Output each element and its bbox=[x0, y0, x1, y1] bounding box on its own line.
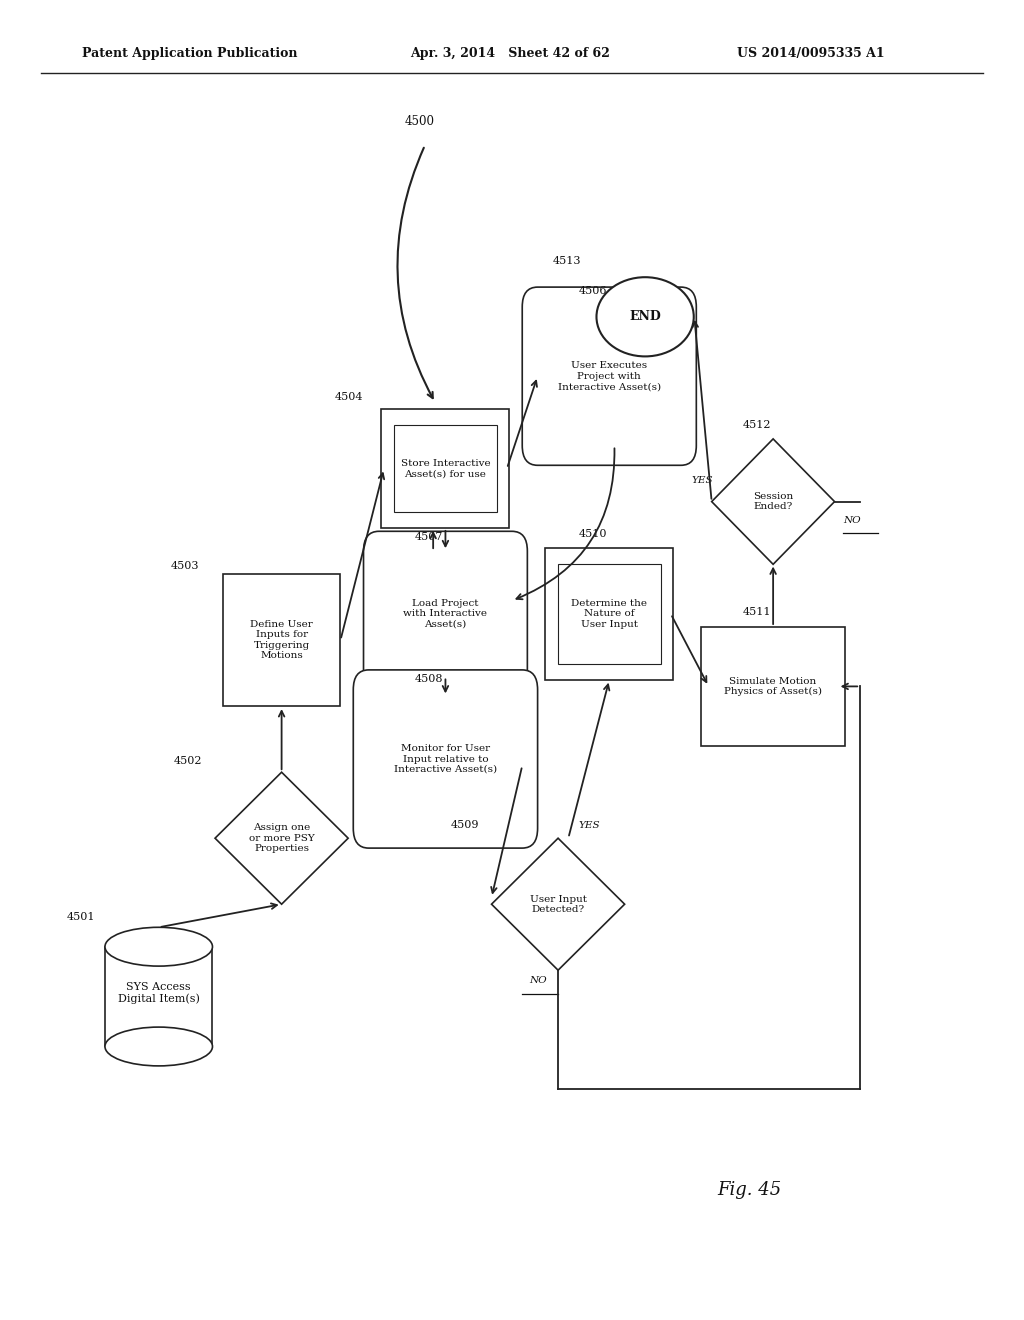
Text: Define User
Inputs for
Triggering
Motions: Define User Inputs for Triggering Motion… bbox=[250, 620, 313, 660]
FancyBboxPatch shape bbox=[223, 574, 340, 706]
Text: Assign one
or more PSY
Properties: Assign one or more PSY Properties bbox=[249, 824, 314, 853]
Text: END: END bbox=[629, 310, 662, 323]
FancyBboxPatch shape bbox=[364, 531, 527, 697]
Text: 4510: 4510 bbox=[579, 529, 607, 540]
Text: 4501: 4501 bbox=[67, 912, 95, 923]
Text: 4506: 4506 bbox=[579, 286, 607, 297]
Text: Simulate Motion
Physics of Asset(s): Simulate Motion Physics of Asset(s) bbox=[724, 677, 822, 696]
Text: 4507: 4507 bbox=[415, 532, 443, 543]
Text: 4509: 4509 bbox=[451, 820, 479, 830]
Ellipse shape bbox=[596, 277, 694, 356]
Text: NO: NO bbox=[528, 977, 547, 986]
Ellipse shape bbox=[105, 927, 213, 966]
Text: 4504: 4504 bbox=[335, 392, 364, 403]
FancyBboxPatch shape bbox=[105, 946, 213, 1047]
Text: Store Interactive
Asset(s) for use: Store Interactive Asset(s) for use bbox=[400, 459, 490, 478]
Polygon shape bbox=[492, 838, 625, 970]
Text: YES: YES bbox=[691, 477, 713, 486]
Polygon shape bbox=[712, 438, 835, 565]
Text: User Input
Detected?: User Input Detected? bbox=[529, 895, 587, 913]
Text: NO: NO bbox=[843, 516, 860, 525]
Text: Patent Application Publication: Patent Application Publication bbox=[82, 46, 297, 59]
Text: YES: YES bbox=[579, 821, 600, 830]
Text: 4503: 4503 bbox=[171, 561, 200, 572]
Text: US 2014/0095335 A1: US 2014/0095335 A1 bbox=[737, 46, 885, 59]
Text: 4512: 4512 bbox=[742, 420, 771, 430]
Text: Monitor for User
Input relative to
Interactive Asset(s): Monitor for User Input relative to Inter… bbox=[394, 744, 497, 774]
Text: User Executes
Project with
Interactive Asset(s): User Executes Project with Interactive A… bbox=[558, 362, 660, 391]
FancyBboxPatch shape bbox=[522, 288, 696, 466]
Text: Determine the
Nature of
User Input: Determine the Nature of User Input bbox=[571, 599, 647, 628]
Ellipse shape bbox=[105, 1027, 213, 1067]
Text: 4511: 4511 bbox=[742, 607, 771, 618]
Text: Fig. 45: Fig. 45 bbox=[717, 1180, 781, 1199]
Text: SYS Access
Digital Item(s): SYS Access Digital Item(s) bbox=[118, 982, 200, 1003]
FancyBboxPatch shape bbox=[701, 627, 845, 746]
Text: Apr. 3, 2014   Sheet 42 of 62: Apr. 3, 2014 Sheet 42 of 62 bbox=[410, 46, 609, 59]
FancyBboxPatch shape bbox=[381, 409, 510, 528]
Text: Load Project
with Interactive
Asset(s): Load Project with Interactive Asset(s) bbox=[403, 599, 487, 628]
Text: 4502: 4502 bbox=[174, 756, 203, 767]
Text: Session
Ended?: Session Ended? bbox=[753, 492, 794, 511]
FancyBboxPatch shape bbox=[353, 671, 538, 849]
Text: 4508: 4508 bbox=[415, 675, 443, 685]
Polygon shape bbox=[215, 772, 348, 904]
Text: 4500: 4500 bbox=[404, 115, 434, 128]
FancyBboxPatch shape bbox=[545, 548, 674, 680]
Text: 4513: 4513 bbox=[553, 256, 582, 267]
